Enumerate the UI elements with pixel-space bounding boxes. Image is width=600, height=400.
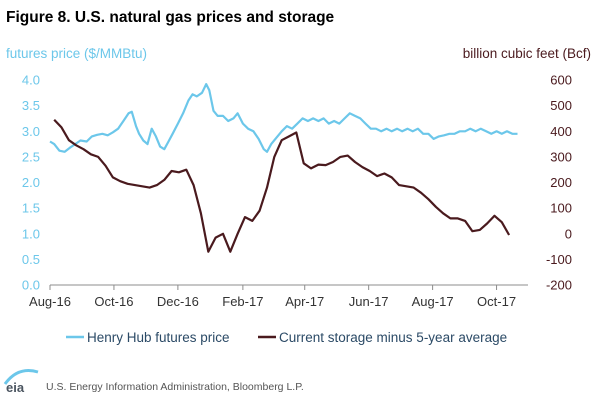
legend-label-price: Henry Hub futures price [87, 330, 230, 345]
right-tick-label: -100 [546, 252, 572, 267]
left-tick-label: 0.5 [22, 252, 40, 267]
right-axis-title: billion cubic feet (Bcf) [463, 46, 591, 61]
right-tick-label: 300 [550, 149, 572, 164]
x-tick-labels: Aug-16 Oct-16 Dec-16 Feb-17 Apr-17 Jun-17 Aug-… [29, 294, 516, 309]
right-tick-label: 200 [550, 175, 572, 190]
source-note: U.S. Energy Information Administration, … [46, 381, 304, 393]
x-tick-label: Feb-17 [222, 294, 263, 309]
left-tick-label: 2.0 [22, 175, 40, 190]
left-tick-label: 1.0 [22, 226, 40, 241]
left-tick-label: 0.0 [22, 278, 40, 293]
left-tick-labels: 0.0 0.5 1.0 1.5 2.0 2.5 3.0 3.5 4.0 [22, 73, 40, 293]
right-tick-label: 500 [550, 98, 572, 113]
right-tick-label: 100 [550, 201, 572, 216]
left-axis-title: futures price ($/MMBtu) [6, 46, 147, 61]
legend-label-storage: Current storage minus 5-year average [279, 330, 507, 345]
x-tick-label: Oct-17 [477, 294, 516, 309]
right-tick-label: -200 [546, 278, 572, 293]
left-tick-label: 3.0 [22, 124, 40, 139]
left-tick-label: 3.5 [22, 98, 40, 113]
legend: Henry Hub futures price Current storage … [66, 330, 507, 345]
right-tick-label: 400 [550, 124, 572, 139]
x-tick-label: Aug-17 [412, 294, 454, 309]
x-tick-label: Apr-17 [285, 294, 324, 309]
x-tick-label: Oct-16 [94, 294, 133, 309]
right-tick-labels: -200 -100 0 100 200 300 400 500 600 [546, 73, 572, 293]
price-series-line [49, 83, 518, 153]
left-tick-label: 1.5 [22, 201, 40, 216]
chart-title: Figure 8. U.S. natural gas prices and st… [6, 9, 335, 26]
x-tick-marks [49, 285, 498, 290]
right-tick-label: 600 [550, 73, 572, 88]
x-tick-label: Dec-16 [157, 294, 199, 309]
left-tick-label: 2.5 [22, 149, 40, 164]
x-tick-label: Jun-17 [349, 294, 389, 309]
left-tick-label: 4.0 [22, 73, 40, 88]
eia-logo-icon: eia [3, 369, 39, 395]
right-tick-label: 0 [565, 226, 572, 241]
eia-logo-text: eia [6, 380, 25, 395]
storage-series-line [53, 118, 511, 253]
series-lines [49, 83, 518, 253]
x-tick-label: Aug-16 [29, 294, 71, 309]
